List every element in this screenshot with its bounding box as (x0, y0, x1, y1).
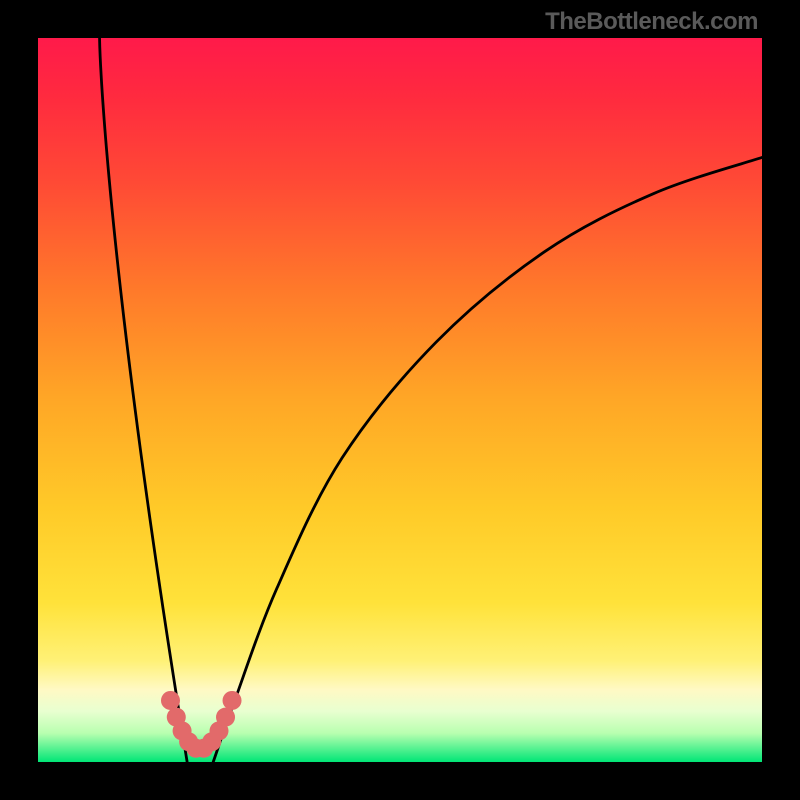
watermark-text: TheBottleneck.com (545, 8, 758, 36)
plot-svg (38, 38, 762, 762)
marker-point (223, 691, 242, 710)
marker-group (161, 691, 242, 758)
stage: TheBottleneck.com (0, 0, 800, 800)
marker-point (216, 708, 235, 727)
plot-area (38, 38, 762, 762)
curve-left-branch (100, 38, 188, 762)
marker-point (161, 691, 180, 710)
curve-right-branch (213, 157, 762, 762)
